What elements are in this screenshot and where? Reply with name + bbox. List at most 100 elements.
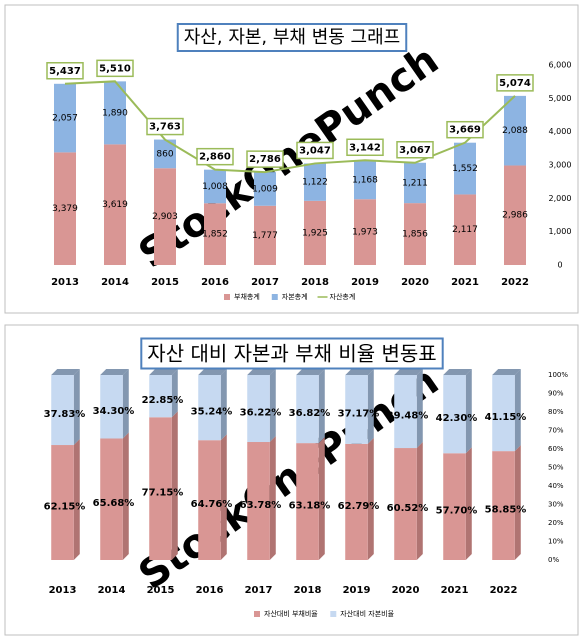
data-label: 36.22% [240,408,282,419]
bar [247,375,270,443]
bar-side [220,369,227,441]
bar [345,375,368,444]
data-label: 2,057 [52,114,78,124]
x-tick-label: 2015 [147,585,175,596]
bar [404,162,426,204]
x-tick-label: 2016 [196,585,224,596]
data-label: 1,852 [202,230,228,240]
y-tick-label: 0 [557,261,562,270]
y-tick-label: 90% [548,390,564,398]
y-tick-label: 5,000 [549,94,572,103]
bar [296,443,319,560]
data-label: 1,008 [202,182,228,192]
bar-side [367,437,374,560]
data-label-box [96,59,134,78]
bar [492,451,515,560]
data-label: 3,067 [399,145,431,156]
bar [104,144,126,265]
data-label: 5,437 [49,66,81,77]
y-tick-label: 60% [548,445,564,453]
y-tick-label: 100% [548,371,568,379]
y-tick-label: 40% [548,482,564,490]
data-label-box [46,62,84,80]
bar-side [367,369,374,444]
y-tick-label: 20% [548,519,564,527]
x-tick-label: 2016 [201,277,229,288]
data-label-box [296,141,334,160]
bar-side [465,447,472,560]
data-label: 3,763 [149,122,181,133]
y-tick-label: 80% [548,408,564,416]
data-label: 37.83% [44,409,86,420]
bar [51,375,74,446]
bar [504,165,526,265]
x-tick-label: 2018 [301,277,329,288]
bar-side [514,445,521,560]
x-tick-label: 2019 [343,585,371,596]
data-label: 3,379 [52,204,78,214]
data-label: 42.30% [436,413,478,424]
data-label: 58.85% [485,505,527,516]
data-label: 860 [156,149,173,159]
bar [394,448,417,560]
x-tick-label: 2020 [392,585,420,596]
x-tick-label: 2022 [490,585,518,596]
data-label: 62.15% [44,502,86,513]
bar [100,438,123,560]
bar-side [514,369,521,452]
legend-swatch [254,611,260,617]
bar [345,443,368,560]
data-label: 22.85% [142,395,184,406]
x-tick-label: 2021 [451,277,479,288]
data-label: 36.82% [289,408,331,419]
x-tick-label: 2021 [441,585,469,596]
bar [443,453,466,560]
bar-side [318,369,325,444]
bar-top [443,369,472,375]
x-tick-label: 2014 [101,277,129,288]
bar-top [394,369,423,375]
y-tick-label: 4,000 [549,127,572,136]
data-label: 3,142 [349,142,381,153]
y-tick-label: 2,000 [549,194,572,203]
data-label-box [146,117,184,136]
data-label: 1,973 [352,228,378,238]
bar-top [296,369,325,375]
y-tick-label: 3,000 [549,161,572,170]
bar [198,375,221,441]
title-box [140,337,444,370]
legend-swatch [330,611,337,617]
bar-side [416,442,423,560]
bar-side [269,369,276,443]
bar-side [465,369,472,454]
chart-title: 자산 대비 자본과 부채 비율 변동표 [147,342,436,366]
bar [54,83,76,153]
chart-frame [4,4,579,314]
title-box [176,23,408,52]
data-label-box [496,74,534,92]
bar-top [345,369,374,376]
x-tick-label: 2017 [251,277,279,288]
x-tick-label: 2019 [351,277,379,288]
bar-side [73,439,80,560]
data-label: 5,074 [499,78,531,89]
data-label: 1,925 [302,228,328,238]
bar [354,199,376,265]
data-label: 2,786 [249,154,281,165]
bar-side [318,437,325,560]
bar-top [492,369,521,375]
bar-top [51,369,80,376]
bar [454,142,476,195]
bar-side [122,369,129,439]
legend-label: 부채총계 [234,292,260,301]
data-label: 39.48% [387,411,429,422]
y-tick-label: 6,000 [549,61,572,70]
bar [492,375,515,452]
x-tick-label: 2015 [151,277,179,288]
data-label: 1,856 [402,230,428,240]
data-label: 60.52% [387,503,429,514]
bar-side [171,369,178,418]
data-label: 1,777 [252,231,278,241]
y-tick-label: 1,000 [549,227,572,236]
